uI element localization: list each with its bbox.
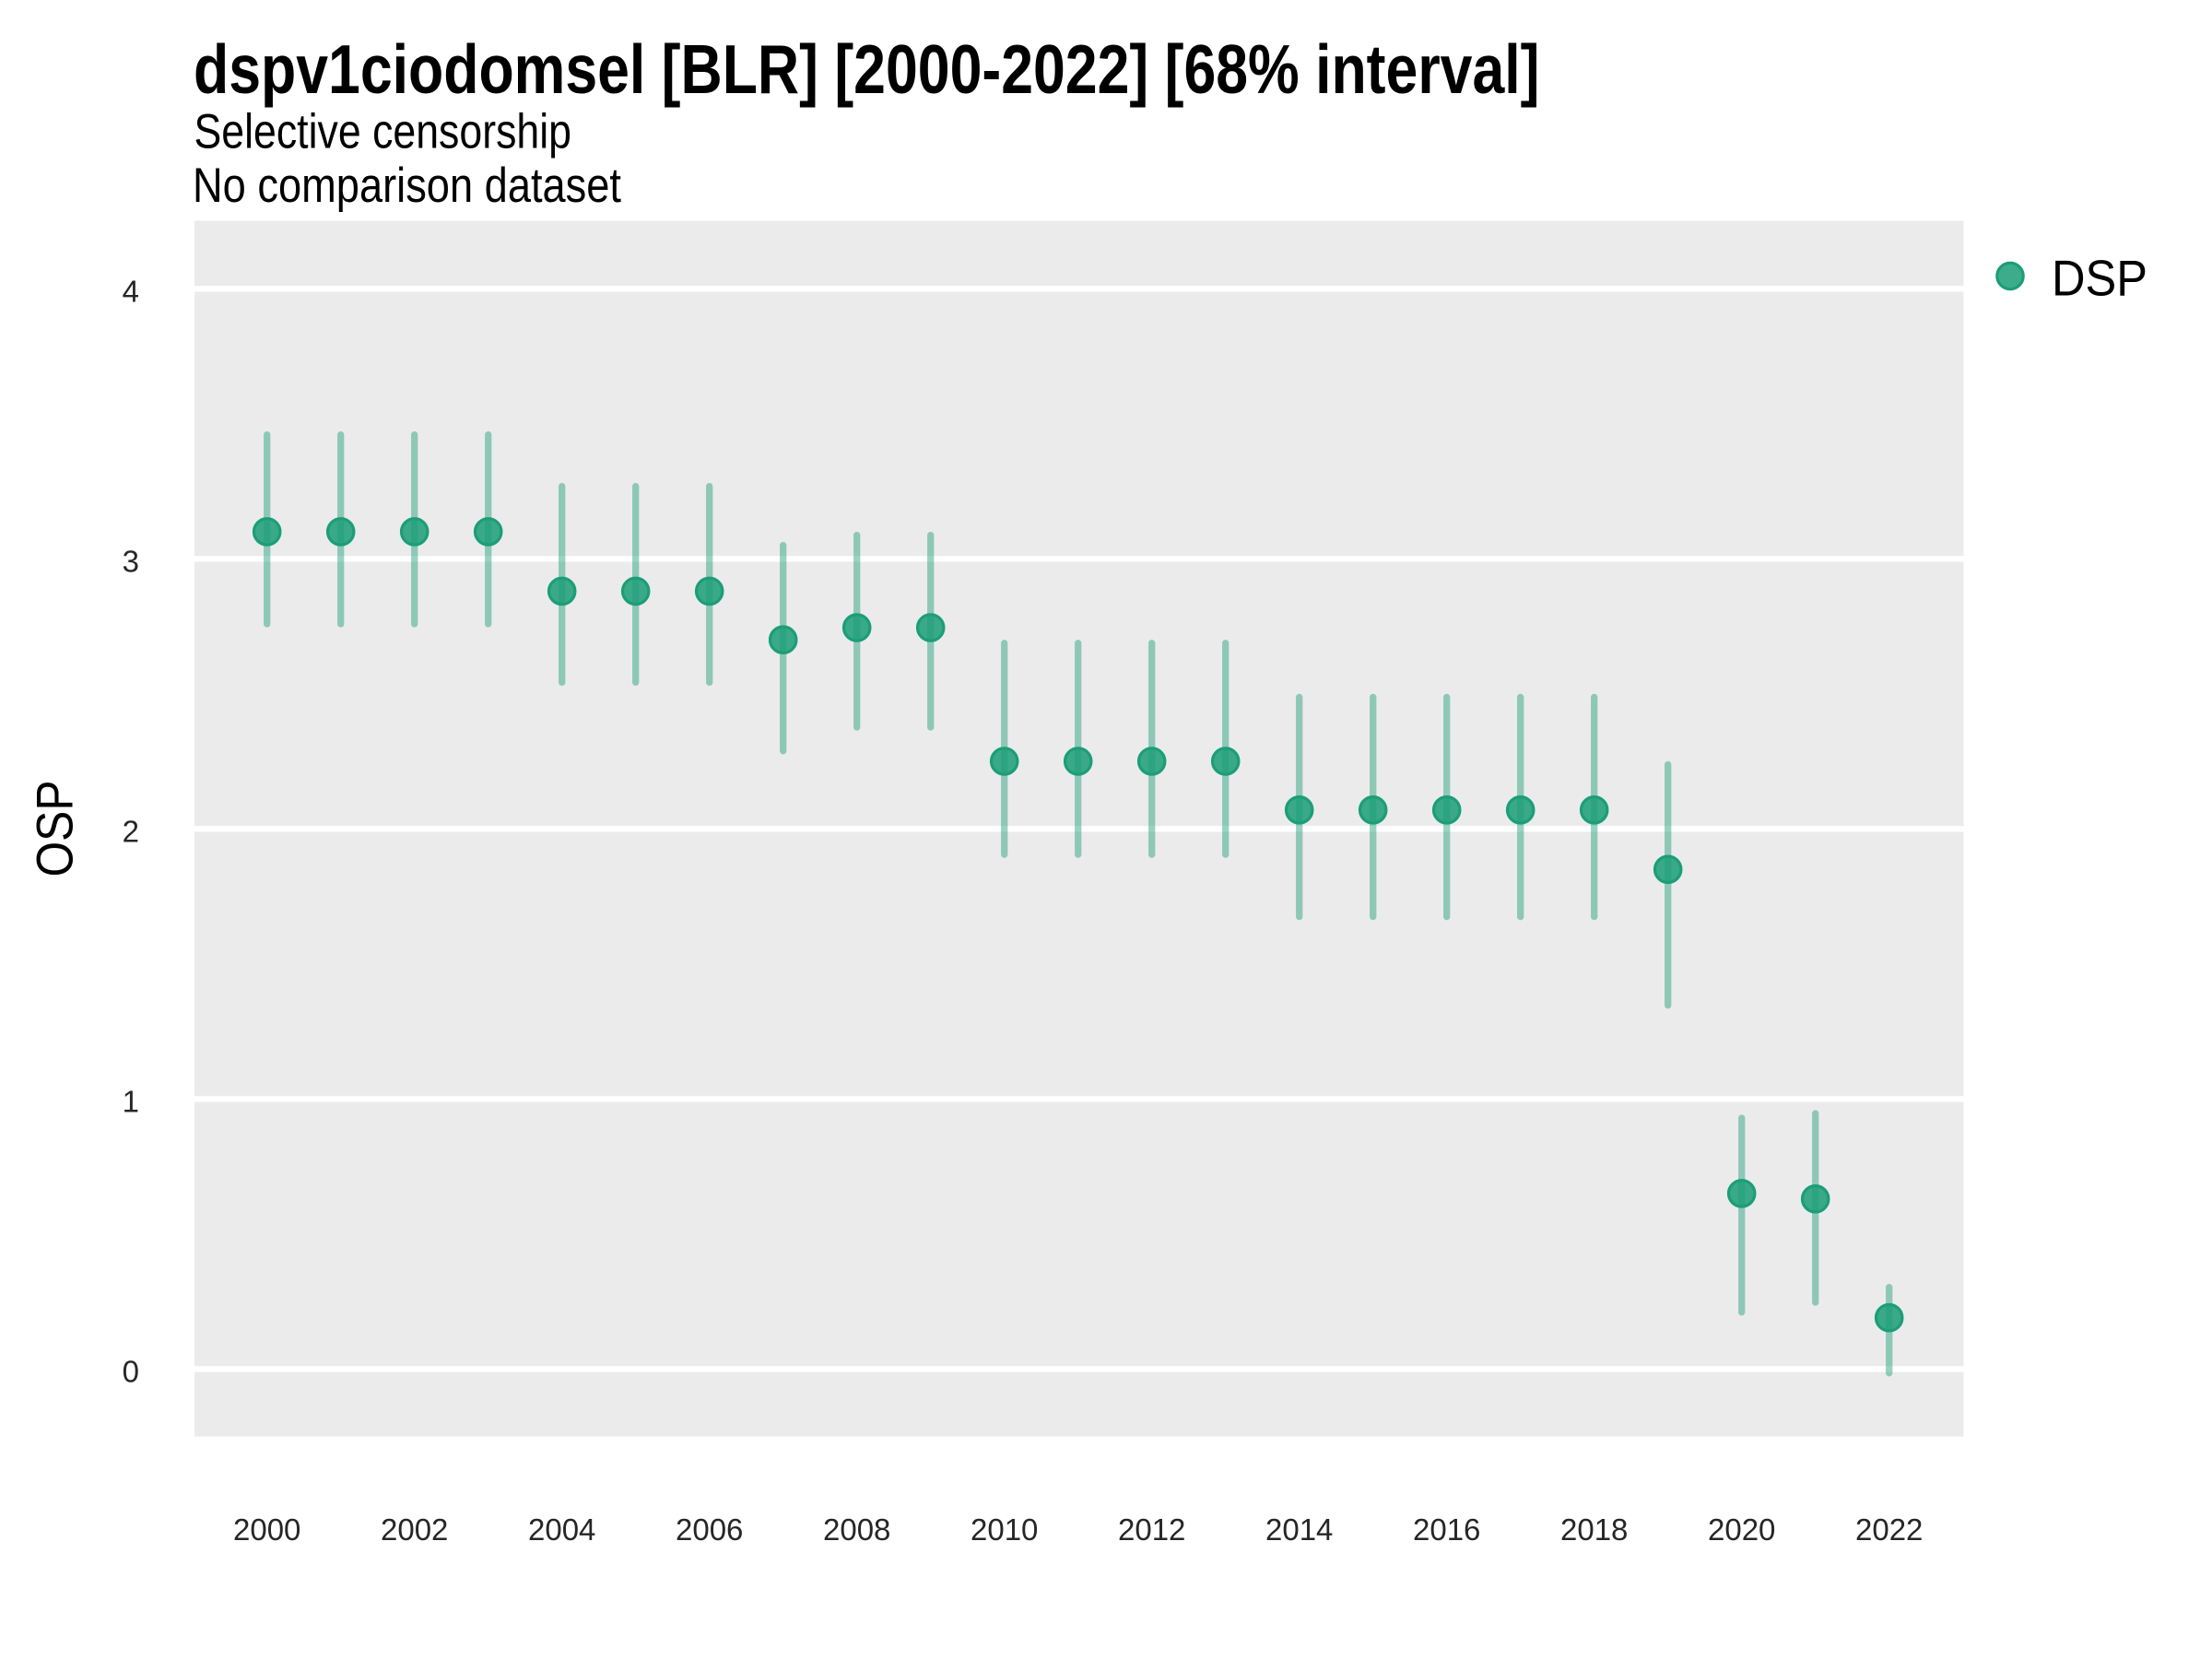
svg-text:No comparison dataset: No comparison dataset xyxy=(193,159,621,213)
svg-text:2008: 2008 xyxy=(823,1512,890,1547)
svg-text:dspv1ciodomsel [BLR] [2000-202: dspv1ciodomsel [BLR] [2000-2022] [68% in… xyxy=(194,30,1540,108)
svg-text:3: 3 xyxy=(123,544,139,578)
svg-text:2: 2 xyxy=(123,814,139,848)
svg-text:4: 4 xyxy=(123,274,139,308)
svg-text:1: 1 xyxy=(123,1084,139,1118)
svg-text:DSP: DSP xyxy=(2052,250,2147,307)
svg-text:0: 0 xyxy=(123,1354,139,1388)
svg-text:2004: 2004 xyxy=(528,1512,595,1547)
svg-text:OSP: OSP xyxy=(26,781,84,877)
svg-text:2002: 2002 xyxy=(381,1512,448,1547)
svg-text:2020: 2020 xyxy=(1708,1512,1775,1547)
svg-text:2012: 2012 xyxy=(1118,1512,1185,1547)
svg-text:2022: 2022 xyxy=(1855,1512,1923,1547)
svg-text:2010: 2010 xyxy=(971,1512,1038,1547)
svg-text:2016: 2016 xyxy=(1413,1512,1480,1547)
svg-text:2006: 2006 xyxy=(676,1512,743,1547)
svg-text:2000: 2000 xyxy=(233,1512,300,1547)
svg-text:2018: 2018 xyxy=(1560,1512,1628,1547)
svg-text:2014: 2014 xyxy=(1265,1512,1333,1547)
svg-text:Selective censorship: Selective censorship xyxy=(194,104,572,159)
